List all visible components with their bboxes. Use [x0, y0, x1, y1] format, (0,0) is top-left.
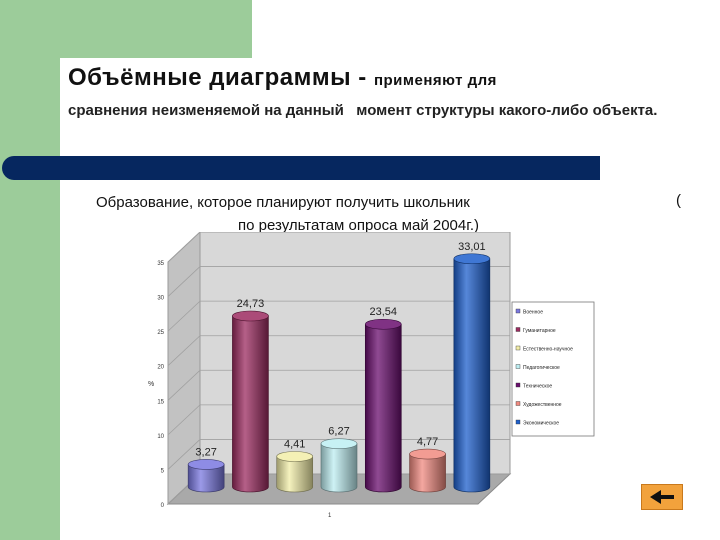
bar-body	[187, 464, 225, 493]
cylinder-bar-chart: 0 5 10 15 20 25 30 35% 1 3,27 24,73 4,41 6,27 23,54 4,…	[148, 232, 595, 519]
legend-swatch	[515, 327, 521, 332]
gridline	[167, 335, 510, 367]
bar-body	[364, 323, 402, 493]
legend-swatch	[515, 308, 521, 314]
legend-entry: Естественно-научное	[523, 347, 573, 353]
heading-main: Объёмные диаграммы	[68, 64, 352, 91]
legend-entry: Экономическое	[523, 421, 559, 427]
data-label: 4,41	[284, 439, 305, 451]
data-label: 24,73	[237, 298, 265, 310]
gridline	[167, 266, 510, 297]
legend-swatch	[515, 419, 521, 425]
y-tick-label: 35	[157, 261, 164, 267]
data-label: 33,01	[458, 241, 486, 253]
slide-heading: Объёмные диаграммы - применяют для	[68, 64, 497, 92]
data-label: 23,54	[370, 306, 398, 318]
navy-divider-bar	[2, 156, 600, 180]
bar-top	[187, 459, 225, 470]
bar-top	[453, 253, 491, 265]
bar-2	[232, 310, 269, 493]
chart-subtitle: по результатам опроса май 2004г.)	[238, 217, 480, 234]
gridline	[167, 439, 510, 470]
open-parenthesis: (	[676, 192, 681, 209]
legend-swatch	[515, 345, 521, 351]
heading-separator: -	[351, 64, 374, 91]
y-tick-label: 25	[157, 330, 164, 336]
y-tick-label: 20	[157, 365, 164, 371]
gridline	[167, 369, 510, 401]
back-arrow-icon	[650, 490, 674, 504]
bar-7	[453, 253, 491, 493]
legend-entry: Техническое	[523, 384, 552, 390]
green-side-strip	[0, 0, 60, 540]
back-nav-button[interactable]	[641, 484, 683, 510]
legend-entry: Гуманитарное	[523, 328, 556, 334]
bar-6	[409, 448, 446, 493]
data-label: 6,27	[328, 426, 349, 438]
bar-body	[232, 315, 269, 493]
bar-top	[320, 438, 358, 449]
bar-top	[232, 310, 269, 322]
data-label: 3,27	[195, 446, 216, 458]
gridline	[167, 300, 510, 332]
legend-swatch	[515, 364, 521, 369]
y-tick-label: 15	[157, 399, 164, 405]
bar-3	[276, 451, 314, 493]
bar-1	[187, 459, 225, 493]
legend-swatch	[515, 401, 521, 406]
bar-body	[320, 443, 358, 493]
gridline	[167, 404, 510, 436]
chart-title: Образование, которое планируют получить …	[96, 194, 470, 211]
x-tick-label: 1	[328, 513, 332, 519]
y-axis-label: %	[148, 381, 154, 388]
y-tick-label: 5	[161, 468, 165, 474]
chart-legend	[511, 301, 595, 437]
legend-swatch	[515, 382, 521, 388]
bar-body	[453, 258, 491, 493]
chart-title-block: Образование, которое планируют получить …	[92, 191, 572, 237]
bar-5	[364, 318, 402, 493]
data-label: 4,77	[417, 436, 438, 448]
title-box	[60, 58, 660, 154]
gridline	[167, 232, 510, 263]
y-tick-label: 10	[157, 434, 164, 440]
y-tick-label: 30	[157, 296, 164, 302]
heading-tail: применяют для	[373, 72, 497, 89]
y-tick-label: 0	[161, 503, 165, 509]
bar-top	[409, 448, 446, 460]
slide-description: сравнения неизменяемой на данный момент …	[68, 102, 658, 119]
legend-entry: Художественное	[523, 402, 562, 408]
legend-entry: Педагогическое	[523, 365, 560, 371]
bar-top	[276, 451, 314, 462]
bar-body	[409, 453, 446, 493]
bar-4	[320, 438, 358, 493]
legend-entry: Военное	[523, 310, 543, 316]
bar-top	[364, 318, 402, 330]
bar-body	[276, 456, 314, 493]
